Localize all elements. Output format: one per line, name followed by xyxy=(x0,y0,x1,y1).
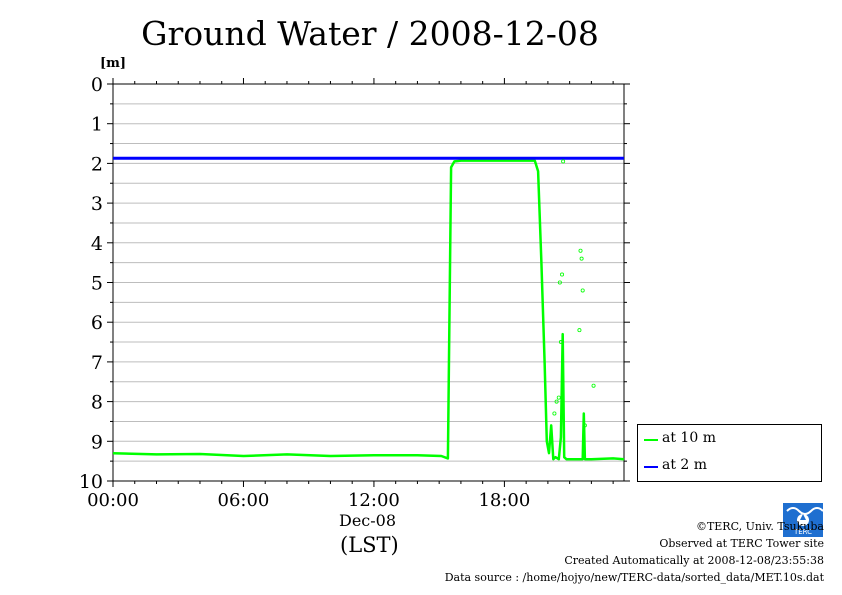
data-point xyxy=(578,248,583,253)
data-point xyxy=(577,328,582,333)
logo-text: TERC xyxy=(793,528,812,536)
credit-line-1: ©TERC, Univ. Tsukuba xyxy=(695,520,824,533)
data-point xyxy=(557,280,562,285)
y-tick-label: 7 xyxy=(91,352,103,374)
y-tick-label: 8 xyxy=(91,392,103,414)
data-point xyxy=(556,395,561,400)
legend-label-at-2m: at 2 m xyxy=(662,457,708,473)
y-tick-label: 6 xyxy=(91,312,103,334)
chart-legend: at 10 m at 2 m xyxy=(637,424,822,482)
data-point xyxy=(560,272,565,277)
x-axis-date-label: Dec-08 xyxy=(339,511,397,530)
credit-line-3: Created Automatically at 2008-12-08/23:5… xyxy=(564,554,824,567)
data-point xyxy=(591,383,596,388)
y-tick-label: 3 xyxy=(91,193,103,215)
credit-line-2: Observed at TERC Tower site xyxy=(659,537,824,550)
x-tick-label: 18:00 xyxy=(478,490,530,511)
y-tick-label: 4 xyxy=(91,233,103,255)
terc-logo-icon: TERC xyxy=(783,503,824,537)
x-tick-label: 06:00 xyxy=(218,490,270,511)
credit-line-4: Data source : /home/hojyo/new/TERC-data/… xyxy=(444,571,824,584)
x-axis-unit-label: (LST) xyxy=(340,533,399,557)
y-tick-label: 0 xyxy=(91,74,103,96)
data-point xyxy=(554,399,559,404)
y-tick-label: 2 xyxy=(91,153,103,175)
y-tick-label: 1 xyxy=(91,114,103,136)
data-point xyxy=(561,159,566,164)
y-axis-unit-label: [m] xyxy=(100,56,127,71)
data-point xyxy=(582,423,587,428)
y-tick-label: 5 xyxy=(91,273,103,295)
x-tick-label: 12:00 xyxy=(348,490,400,511)
x-tick-label: 00:00 xyxy=(87,490,139,511)
data-point xyxy=(579,256,584,261)
data-point xyxy=(558,340,563,345)
y-tick-label: 9 xyxy=(91,431,103,453)
legend-swatch-at-2m xyxy=(644,466,658,468)
series-line-at-10-m xyxy=(112,159,625,461)
data-point xyxy=(580,288,585,293)
legend-swatch-at-10m xyxy=(644,439,658,441)
legend-label-at-10m: at 10 m xyxy=(662,430,716,446)
chart-title: Ground Water / 2008-12-08 xyxy=(141,14,599,53)
y-tick-label: 10 xyxy=(79,471,103,493)
data-point xyxy=(552,411,557,416)
